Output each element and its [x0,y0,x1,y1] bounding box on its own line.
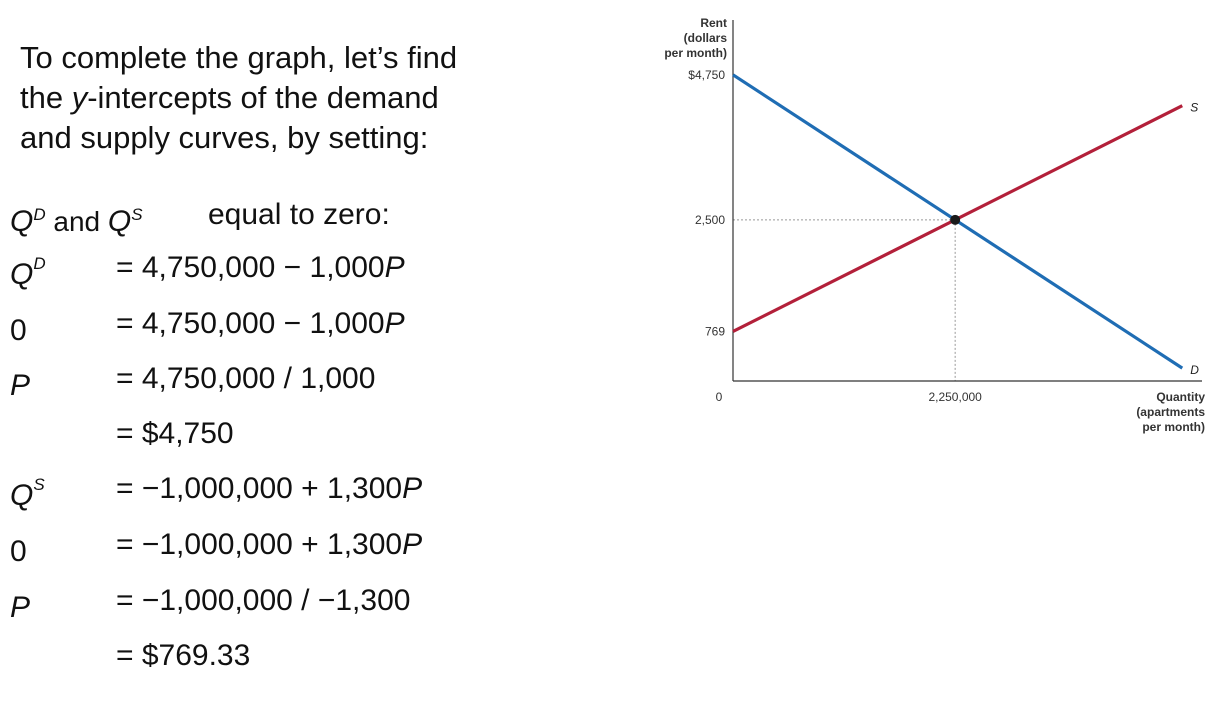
equation-lhs-var: P [10,591,31,624]
setting-var-qd: Q [10,205,34,238]
equation-rhs-var: P [402,528,423,561]
equation-row: 0 = 4,750,000 − 1,000P [10,301,610,347]
setting-var-qs: Q [107,205,132,238]
equation-rhs-var: P [384,307,405,340]
intro-line-2-pre: the [20,80,72,115]
equation-lhs-var: Q [10,479,34,512]
y-axis-title-line: per month) [664,46,727,60]
x-tick-label: 2,250,000 [928,390,982,404]
setting-sup-d: D [33,205,46,224]
equation-lhs-var: 0 [10,314,27,347]
setting-row: QD and QS equal to zero: [10,192,610,238]
equation-rhs-expr: = $769.33 [116,639,251,672]
setting-expression: QD and QS [10,192,143,245]
equation-rhs-expr: = −1,000,000 + 1,300 [116,472,403,505]
intro-line-3: and supply curves, by setting: [20,120,429,155]
equation-rhs: = 4,750,000 − 1,000P [116,245,405,291]
setting-sup-s: S [131,205,143,224]
equation-lhs-var: 0 [10,535,27,568]
y-tick-label: 769 [705,324,725,338]
equation-lhs: 0 [10,522,27,575]
equation-rhs-var: P [384,251,405,284]
equation-rhs: = −1,000,000 + 1,300P [116,466,422,512]
intro-line-2: the y-intercepts of the demand [20,78,457,118]
equation-rhs-var: P [402,472,423,505]
setting-joiner: and [45,206,108,237]
y-tick-label: $4,750 [688,68,725,82]
equation-rhs-expr: = −1,000,000 / −1,300 [116,584,411,617]
intro-text: To complete the graph, let’s find the y-… [20,38,457,158]
equation-lhs: QD [10,245,46,298]
equation-row: = $769.33 [10,633,610,679]
equation-rhs: = 4,750,000 / 1,000 [116,356,375,402]
equation-rhs-expr: = $4,750 [116,417,234,450]
equation-lhs: QS [10,466,45,519]
equation-rhs: = $769.33 [116,633,250,679]
origin-label: 0 [716,390,723,404]
equation-lhs: 0 [10,301,27,354]
equation-row: P = −1,000,000 / −1,300 [10,578,610,624]
equation-lhs-var: Q [10,258,34,291]
equation-rhs-expr: = 4,750,000 − 1,000 [116,307,385,340]
equation-rhs-expr: = 4,750,000 / 1,000 [116,362,376,395]
equation-lhs-var: P [10,369,31,402]
series-label-s: S [1190,101,1198,115]
equation-rhs: = −1,000,000 / −1,300 [116,578,410,624]
equation-lhs-sup: S [33,475,45,494]
x-axis-title-line: (apartments [1136,405,1205,419]
equation-rhs: = 4,750,000 − 1,000P [116,301,405,347]
equation-row: QS = −1,000,000 + 1,300P [10,466,610,512]
intro-line-2-post: -intercepts of the demand [87,80,439,115]
equation-rhs-expr: = 4,750,000 − 1,000 [116,251,385,284]
equation-row: = $4,750 [10,411,610,457]
equation-row: 0 = −1,000,000 + 1,300P [10,522,610,568]
series-label-d: D [1190,363,1199,377]
equation-row: QD = 4,750,000 − 1,000P [10,245,610,291]
setting-rest: equal to zero: [208,198,390,231]
equation-lhs: P [10,578,30,631]
equation-lhs: P [10,356,30,409]
y-axis-title-line: (dollars [684,31,728,45]
equation-lhs-sup: D [33,254,46,273]
equilibrium-point [950,214,961,225]
equation-rhs: = −1,000,000 + 1,300P [116,522,422,568]
equation-rhs: = $4,750 [116,411,234,457]
intro-line-1: To complete the graph, let’s find [20,40,458,75]
y-tick-label: 2,500 [695,213,725,227]
intro-y-variable: y [71,80,88,115]
equation-row: P = 4,750,000 / 1,000 [10,356,610,402]
y-axis-title-line: Rent [700,16,727,30]
x-axis-title-line: Quantity [1156,390,1205,404]
equation-rhs-expr: = −1,000,000 + 1,300 [116,528,403,561]
x-axis-title-line: per month) [1142,420,1205,434]
